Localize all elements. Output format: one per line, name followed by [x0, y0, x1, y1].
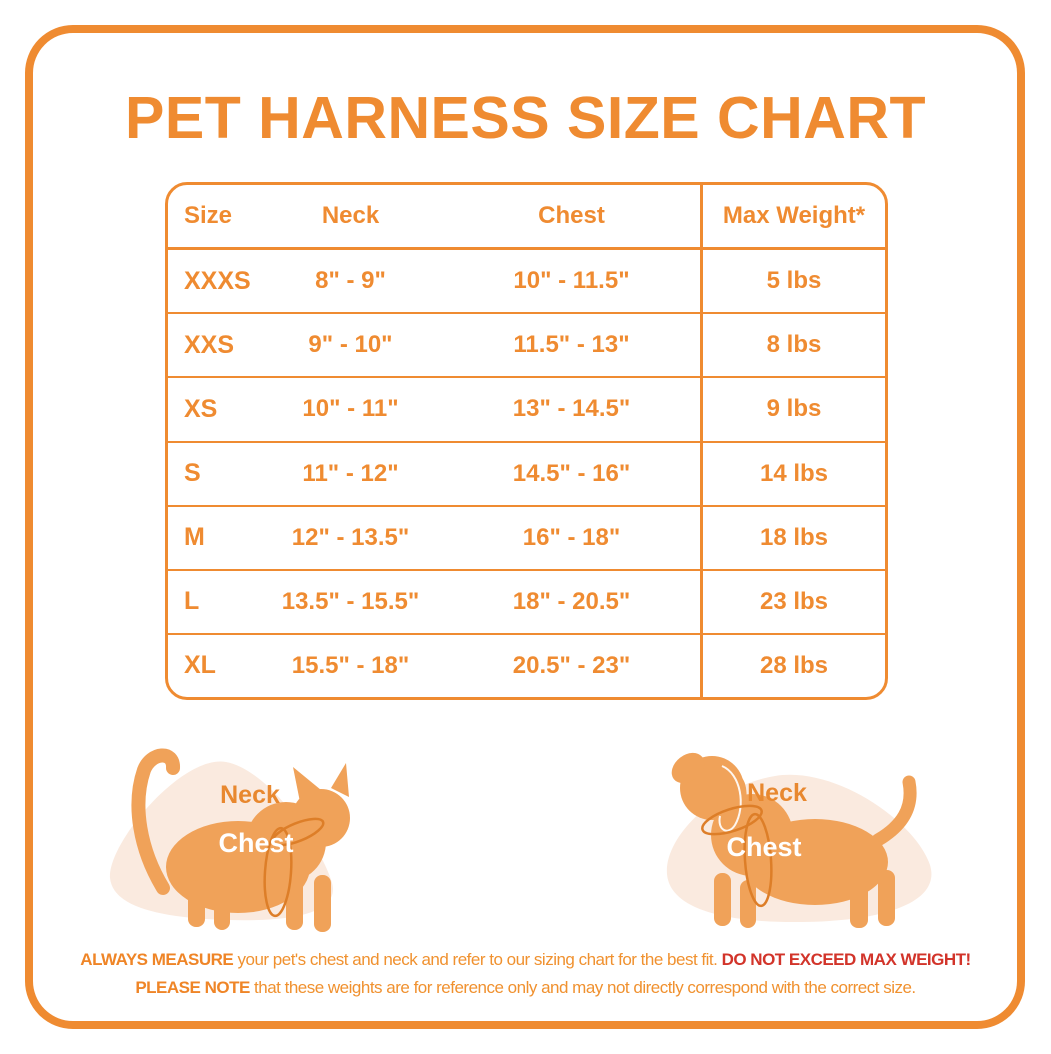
cat-silhouette — [131, 748, 350, 932]
chest-cell: 10" - 11.5" — [513, 267, 630, 295]
size-cell: M — [184, 523, 205, 552]
weight-cell: 28 lbs — [700, 634, 885, 697]
dog-measurement-diagram: Neck Chest — [640, 718, 960, 943]
size-cell: XL — [184, 651, 216, 680]
size-cell: XXXS — [184, 266, 251, 295]
neck-cell: 11" - 12" — [302, 459, 399, 487]
size-cell: L — [184, 587, 200, 616]
chest-cell: 14.5" - 16" — [512, 459, 631, 487]
table-row: XXS 9" - 10" 11.5" - 13" 8 lbs — [168, 314, 885, 379]
chest-cell: 18" - 20.5" — [512, 587, 631, 615]
dog-illustration: Neck Chest — [666, 752, 932, 928]
column-header-chest: Chest — [538, 202, 605, 230]
weight-cell: 9 lbs — [700, 378, 885, 441]
cat-chest-label: Chest — [218, 828, 293, 858]
column-header-neck: Neck — [321, 202, 380, 230]
always-measure-emphasis: ALWAYS MEASURE — [80, 950, 234, 969]
weight-cell: 18 lbs — [700, 506, 885, 569]
please-note-emphasis: PLEASE NOTE — [135, 978, 250, 997]
cat-neck-label: Neck — [220, 781, 280, 809]
neck-cell: 10" - 11" — [302, 395, 399, 423]
neck-cell: 9" - 10" — [308, 331, 393, 359]
cat-illustration: Neck Chest — [109, 748, 350, 932]
size-cell: XXS — [184, 330, 235, 359]
weight-cell: 14 lbs — [700, 442, 885, 505]
weight-cell: 8 lbs — [700, 314, 885, 377]
cat-neck-measure-loop — [271, 817, 325, 847]
weight-cell: 5 lbs — [700, 250, 885, 313]
size-cell: S — [184, 459, 201, 488]
dog-chest-measure-loop — [743, 812, 773, 908]
table-row: XXXS 8" - 9" 10" - 11.5" 5 lbs — [168, 250, 885, 315]
outer-border-frame — [25, 25, 1025, 1029]
cat-chest-measure-loop — [263, 826, 293, 918]
measure-instruction-text: your pet's chest and neck and refer to o… — [233, 950, 722, 969]
max-weight-warning: DO NOT EXCEED MAX WEIGHT! — [721, 950, 972, 969]
cat-measurement-diagram: Neck Chest — [88, 720, 393, 945]
chest-cell: 11.5" - 13" — [513, 331, 630, 359]
neck-cell: 12" - 13.5" — [291, 523, 410, 551]
dog-ear-outline — [718, 765, 742, 832]
neck-cell: 8" - 9" — [315, 267, 386, 295]
chest-cell: 16" - 18" — [522, 523, 621, 551]
weight-cell: 23 lbs — [700, 570, 885, 633]
dog-neck-label: Neck — [747, 779, 807, 807]
column-header-max-weight: Max Weight* — [700, 185, 885, 248]
reference-note-text: that these weights are for reference onl… — [249, 978, 916, 997]
table-row: L 13.5" - 15.5" 18" - 20.5" 23 lbs — [168, 570, 885, 635]
footer-disclaimer: ALWAYS MEASURE your pet's chest and neck… — [30, 946, 1021, 1002]
page-title: PET HARNESS SIZE CHART — [124, 85, 927, 151]
table-row: S 11" - 12" 14.5" - 16" 14 lbs — [168, 442, 885, 507]
size-table: Size Neck Chest Max Weight* XXXS 8" - 9"… — [165, 182, 888, 700]
column-header-size: Size — [184, 202, 233, 230]
neck-cell: 15.5" - 18" — [291, 651, 410, 679]
table-header-row: Size Neck Chest Max Weight* — [168, 185, 885, 251]
table-row: XL 15.5" - 18" 20.5" - 23" 28 lbs — [168, 634, 885, 697]
dog-silhouette — [671, 752, 917, 928]
dog-chest-label: Chest — [726, 832, 801, 862]
table-row: M 12" - 13.5" 16" - 18" 18 lbs — [168, 506, 885, 571]
chest-cell: 13" - 14.5" — [512, 395, 631, 423]
dog-neck-measure-loop — [701, 804, 763, 836]
size-cell: XS — [184, 394, 218, 423]
chest-cell: 20.5" - 23" — [512, 651, 631, 679]
neck-cell: 13.5" - 15.5" — [281, 587, 420, 615]
table-row: XS 10" - 11" 13" - 14.5" 9 lbs — [168, 378, 885, 443]
